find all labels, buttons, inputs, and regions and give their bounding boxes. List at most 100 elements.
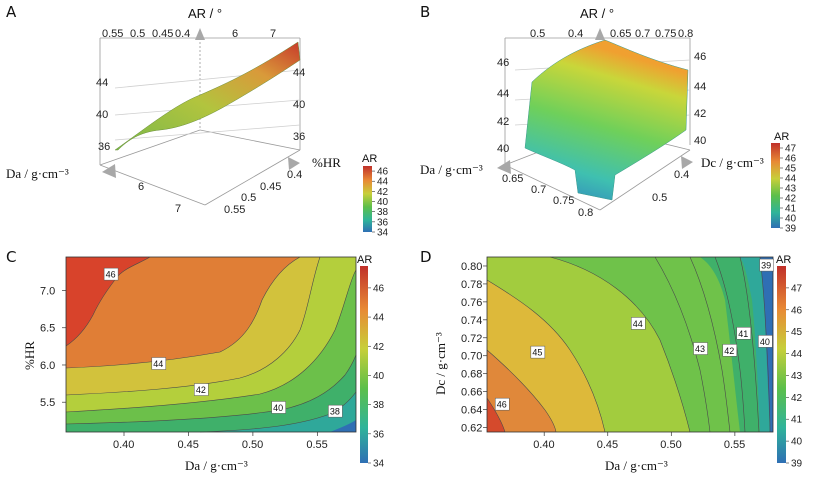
panel-b-x-tick: 0.8 (578, 207, 593, 219)
panel-d-x-label: Da / g·cm⁻³ (605, 458, 668, 473)
x-tick-label: 0.45 (177, 439, 198, 451)
panel-b-x-tick: 0.65 (502, 173, 523, 185)
panel-a-top-tick: 0.4 (175, 28, 190, 40)
contour-label-box (631, 317, 646, 330)
contour-label-box (271, 401, 286, 414)
panel-b-z-title: AR / ° (580, 6, 614, 21)
panel-a-surface (114, 41, 301, 151)
panel-a-letter: A (6, 3, 17, 21)
panel-b-z-tick: 44 (497, 88, 509, 100)
panel-c-contour-labels: 46 44 42 40 38 (103, 267, 343, 418)
contour-label: 40 (273, 403, 283, 413)
colorbar-tick-label: 42 (377, 187, 389, 198)
contour-label: 44 (153, 359, 163, 369)
panel-a-x-tick: 7 (175, 203, 181, 215)
colorbar-tick-label: 46 (785, 154, 797, 165)
panel-c-letter: C (6, 248, 16, 266)
panel-b-letter: B (420, 3, 430, 21)
panel-d-colorbar (777, 266, 786, 463)
colorbar-tick-label: 39 (791, 459, 803, 470)
panel-a-top-tick: 0.45 (152, 28, 173, 40)
colorbar-tick-label: 40 (785, 214, 797, 225)
contour-label-box (736, 327, 752, 340)
panel-a-z-title: AR / ° (188, 6, 222, 21)
colorbar-tick-label: 44 (373, 313, 385, 324)
colorbar-tick-label: 46 (377, 167, 389, 178)
x-tick-label: 0.45 (597, 439, 618, 451)
panel-a-y-tick: 0.4 (287, 169, 302, 181)
panel-b-z-tick: 46 (497, 57, 509, 69)
x-tick-label: 0.40 (533, 439, 554, 451)
colorbar-tick-label: 45 (785, 164, 797, 175)
colorbar-tick-label: 39 (785, 224, 797, 235)
y-tick-label: 0.70 (461, 351, 482, 363)
x-tick-label: 0.50 (242, 439, 263, 451)
colorbar-tick-label: 44 (791, 349, 803, 360)
panel-b-y-tick: 0.5 (652, 192, 667, 204)
panel-b-top-tick: 0.4 (568, 28, 583, 40)
panel-b-z-tick-right: 46 (694, 51, 706, 63)
panel-b-x-tick: 0.75 (553, 195, 574, 207)
contour-label: 42 (196, 385, 206, 395)
y-tick-label: 0.72 (461, 333, 482, 345)
panel-a-colorbar-title: AR (362, 153, 377, 165)
panel-b-top-tick: 0.8 (678, 28, 693, 40)
panel-b-z-tick: 40 (497, 143, 509, 155)
y-tick-label: 7.0 (40, 286, 55, 298)
contour-label: 45 (532, 348, 542, 358)
contour-label: 46 (106, 270, 116, 280)
colorbar-tick-label: 38 (377, 207, 389, 218)
contour-label-box (495, 397, 510, 411)
panel-a-y-tick: 0.5 (241, 192, 256, 204)
colorbar-tick-label: 46 (791, 305, 803, 316)
x-tick-label: 0.55 (306, 439, 327, 451)
contour-label-box (328, 404, 343, 418)
panel-a-z-tick-right: 44 (293, 67, 305, 79)
panel-c: C 46 44 42 40 38 0.40 0.45 0.50 0.55 5.5 6.0 6.5 7.… (6, 248, 385, 473)
panel-b-top-tick: 0.7 (635, 28, 650, 40)
panel-b-z-tick-right: 40 (694, 135, 706, 147)
y-tick-label: 0.76 (461, 297, 482, 309)
contour-label-box (693, 342, 708, 355)
panel-b-colorbar (771, 143, 780, 228)
panel-b-z-tick: 42 (497, 116, 509, 128)
panel-a-y-label: %HR (312, 155, 341, 170)
contour-label-box (722, 344, 738, 357)
y-tick-label: 0.80 (461, 261, 482, 273)
contour-label-box (759, 258, 774, 272)
colorbar-tick-label: 43 (791, 371, 803, 382)
panel-a-x-tick: 6 (138, 181, 144, 193)
panel-a-z-tick: 40 (96, 109, 108, 121)
colorbar-tick-label: 41 (791, 415, 803, 426)
x-tick-label: 0.50 (660, 439, 681, 451)
panel-a-y-tick: 0.45 (260, 181, 281, 193)
panel-b-x-tick: 0.7 (531, 184, 546, 196)
panel-c-y-label: %HR (22, 341, 37, 370)
contour-label-box (151, 357, 167, 370)
contour-label-box (758, 335, 773, 348)
panel-d-colorbar-ticks: 47 46 45 44 43 42 41 40 39 (786, 283, 803, 470)
panel-a-z-tick: 36 (98, 141, 110, 153)
colorbar-tick-label: 44 (785, 174, 797, 185)
y-tick-label: 0.78 (461, 279, 482, 291)
contour-label: 46 (497, 400, 507, 410)
contour-label: 38 (330, 407, 340, 417)
colorbar-tick-label: 36 (377, 217, 389, 228)
panel-d-contour-labels: 46 45 44 43 42 41 40 39 (495, 258, 774, 411)
contour-label: 43 (695, 344, 705, 354)
colorbar-tick-label: 40 (377, 197, 389, 208)
panel-d-letter: D (420, 248, 432, 266)
contour-label-box (194, 383, 209, 396)
panel-c-plot-area (65, 256, 357, 433)
panel-b-z-tick-right: 42 (694, 108, 706, 120)
panel-d-colorbar-title: AR (776, 254, 791, 266)
panel-b-x-label: Da / g·cm⁻³ (420, 162, 483, 177)
colorbar-tick-label: 44 (377, 177, 389, 188)
panel-d-plot-area (486, 256, 774, 433)
colorbar-tick-label: 43 (785, 184, 797, 195)
contour-label: 39 (761, 261, 771, 271)
y-tick-label: 0.68 (461, 369, 482, 381)
panel-a-top-tick: 6 (232, 28, 238, 40)
